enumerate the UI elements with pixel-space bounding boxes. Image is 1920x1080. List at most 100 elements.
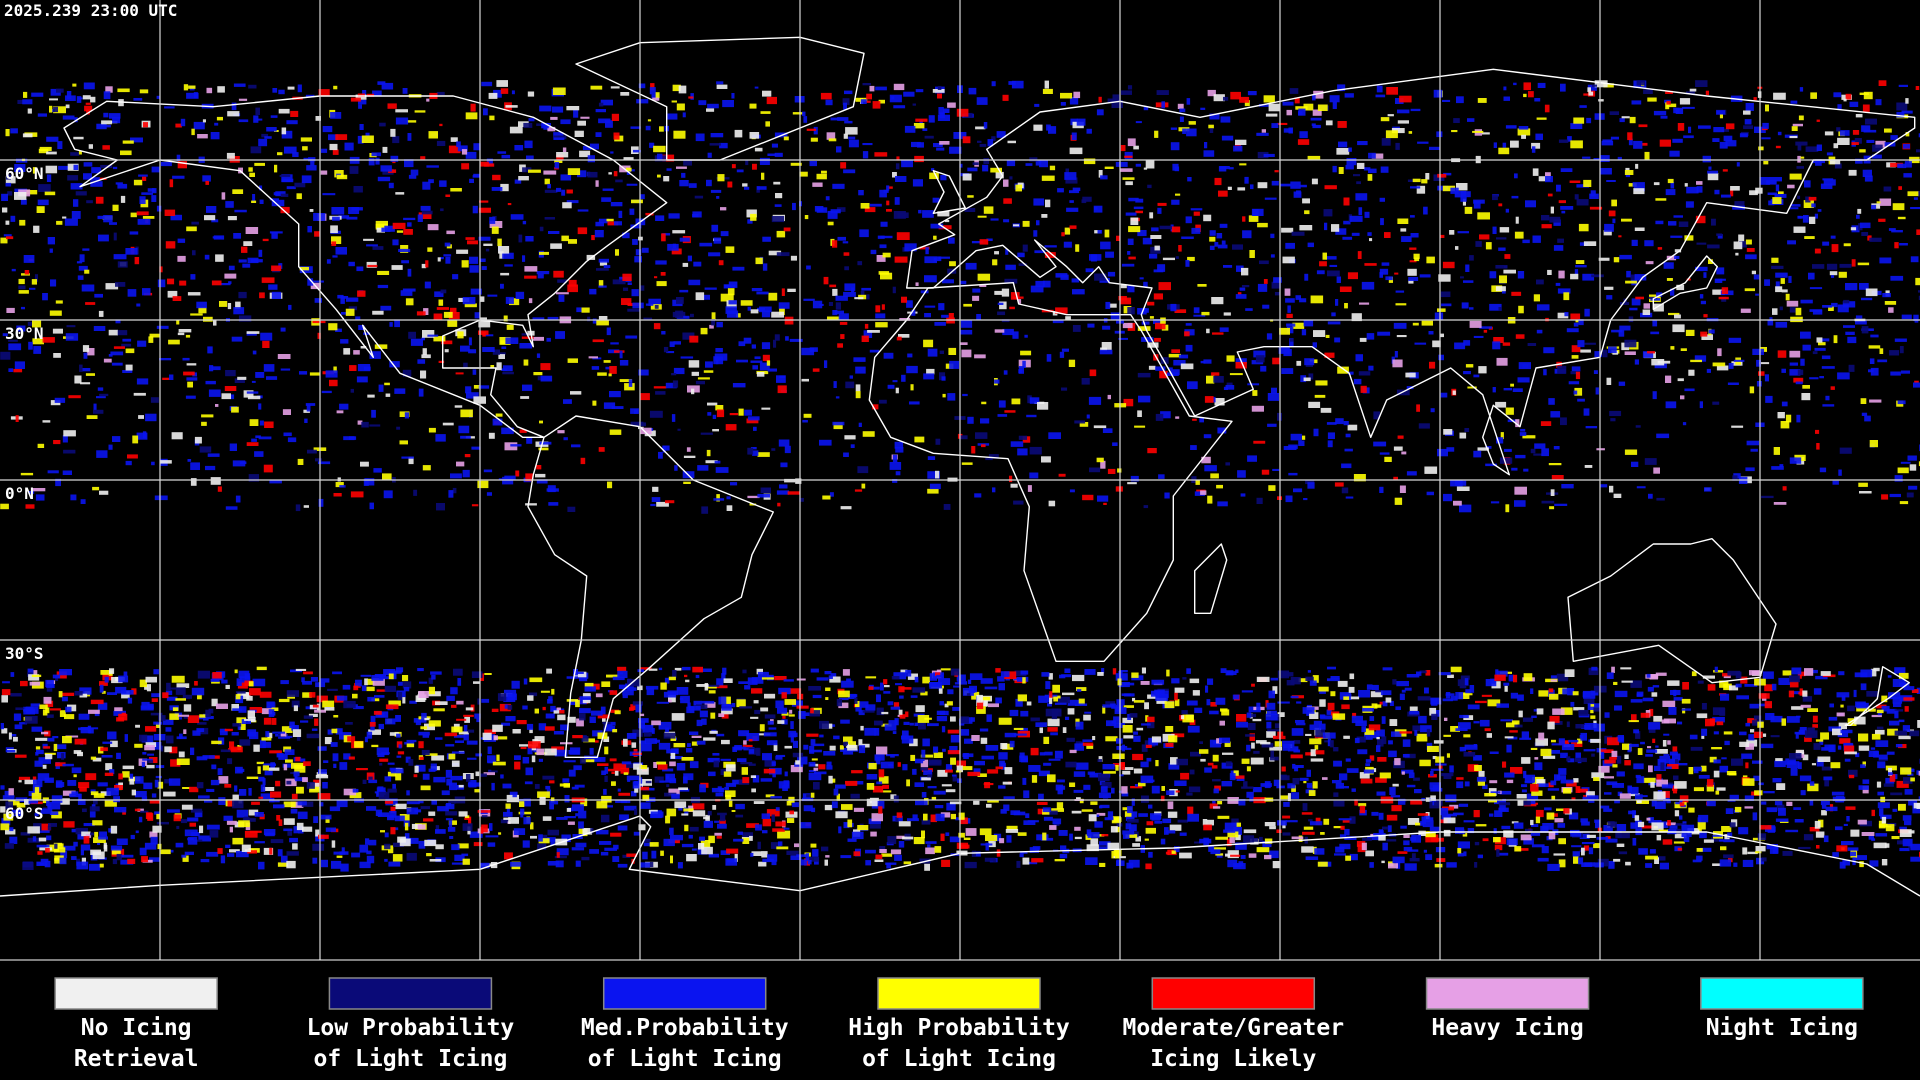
icing-cell bbox=[1665, 375, 1672, 383]
icing-cell bbox=[602, 188, 614, 191]
icing-cell bbox=[808, 686, 821, 691]
icing-cell bbox=[812, 300, 823, 309]
icing-cell bbox=[1499, 803, 1506, 811]
icing-cell bbox=[1498, 247, 1506, 251]
icing-cell bbox=[1277, 712, 1285, 717]
icing-cell bbox=[1170, 142, 1180, 151]
icing-cell bbox=[1001, 319, 1010, 323]
icing-cell bbox=[1484, 728, 1491, 732]
icing-cell bbox=[67, 704, 77, 712]
icing-cell bbox=[1555, 282, 1561, 286]
icing-cell bbox=[463, 362, 468, 369]
icing-cell bbox=[1897, 400, 1906, 405]
icing-cell bbox=[1655, 198, 1667, 201]
icing-cell bbox=[1653, 182, 1660, 186]
icing-cell bbox=[439, 123, 443, 127]
icing-cell bbox=[649, 142, 655, 148]
icing-cell bbox=[1756, 381, 1762, 387]
icing-cell bbox=[1823, 179, 1836, 186]
icing-cell bbox=[285, 735, 293, 738]
icing-cell bbox=[611, 406, 624, 409]
icing-cell bbox=[775, 193, 783, 199]
icing-cell bbox=[281, 178, 294, 183]
icing-cell bbox=[404, 412, 409, 419]
icing-cell bbox=[985, 842, 989, 851]
icing-cell bbox=[336, 174, 348, 180]
icing-cell bbox=[1110, 312, 1120, 320]
icing-cell bbox=[691, 803, 705, 810]
icing-cell bbox=[422, 330, 435, 338]
icing-cell bbox=[89, 863, 101, 871]
icing-cell bbox=[408, 174, 417, 179]
icing-cell bbox=[331, 860, 342, 869]
icing-cell bbox=[683, 159, 692, 166]
icing-cell bbox=[1904, 820, 1912, 826]
icing-cell bbox=[1137, 372, 1151, 378]
icing-cell bbox=[524, 140, 533, 149]
icing-cell bbox=[28, 674, 40, 681]
icing-cell bbox=[1674, 833, 1687, 839]
icing-cell bbox=[1200, 490, 1207, 495]
icing-cell bbox=[461, 163, 470, 170]
icing-cell bbox=[1904, 706, 1909, 712]
icing-cell bbox=[999, 301, 1007, 310]
icing-cell bbox=[1187, 381, 1198, 390]
icing-cell bbox=[1612, 764, 1618, 768]
icing-cell bbox=[1158, 282, 1171, 291]
icing-cell bbox=[1454, 342, 1466, 350]
icing-cell bbox=[790, 162, 802, 166]
icing-cell bbox=[832, 421, 845, 426]
icing-cell bbox=[603, 736, 610, 742]
icing-cell bbox=[328, 323, 338, 331]
icing-cell bbox=[744, 409, 752, 416]
icing-cell bbox=[676, 103, 685, 111]
icing-cell bbox=[1160, 357, 1169, 364]
icing-cell bbox=[1799, 727, 1807, 733]
icing-cell bbox=[907, 353, 913, 358]
icing-cell bbox=[1149, 253, 1158, 259]
icing-cell bbox=[1274, 741, 1282, 747]
icing-cell bbox=[419, 681, 428, 684]
icing-cell bbox=[1773, 502, 1787, 505]
icing-cell bbox=[1547, 788, 1560, 791]
icing-cell bbox=[1360, 385, 1367, 393]
icing-cell bbox=[221, 192, 226, 200]
icing-cell bbox=[1456, 183, 1468, 191]
icing-cell bbox=[1611, 199, 1617, 207]
icing-cell bbox=[443, 254, 452, 257]
icing-cell bbox=[389, 322, 393, 327]
icing-cell bbox=[1633, 140, 1643, 149]
icing-cell bbox=[923, 769, 933, 776]
icing-cell bbox=[1272, 861, 1281, 869]
icing-cell bbox=[295, 668, 307, 671]
icing-cell bbox=[961, 462, 973, 465]
icing-cell bbox=[301, 677, 305, 683]
icing-cell bbox=[1566, 721, 1570, 728]
icing-cell bbox=[141, 796, 148, 801]
icing-cell bbox=[980, 843, 993, 846]
icing-cell bbox=[1655, 749, 1668, 754]
icing-cell bbox=[1296, 360, 1302, 366]
icing-cell bbox=[430, 763, 437, 771]
icing-cell bbox=[1414, 789, 1422, 794]
icing-cell bbox=[1851, 259, 1856, 267]
icing-cell bbox=[1416, 185, 1426, 194]
icing-cell bbox=[1575, 265, 1587, 268]
icing-cell bbox=[6, 174, 11, 180]
icing-cell bbox=[420, 806, 431, 810]
icing-cell bbox=[1899, 346, 1904, 354]
icing-cell bbox=[1133, 735, 1141, 742]
icing-cell bbox=[47, 237, 55, 245]
icing-cell bbox=[1242, 230, 1252, 239]
icing-cell bbox=[642, 851, 648, 860]
icing-cell bbox=[587, 155, 595, 163]
icing-cell bbox=[660, 272, 666, 276]
icing-cell bbox=[1808, 196, 1817, 201]
icing-cell bbox=[417, 214, 423, 222]
icing-cell bbox=[918, 209, 922, 214]
icing-cell bbox=[1289, 338, 1294, 342]
icing-cell bbox=[405, 756, 411, 763]
icing-cell bbox=[592, 339, 604, 343]
icing-cell bbox=[1502, 142, 1507, 148]
icing-cell bbox=[165, 241, 176, 249]
